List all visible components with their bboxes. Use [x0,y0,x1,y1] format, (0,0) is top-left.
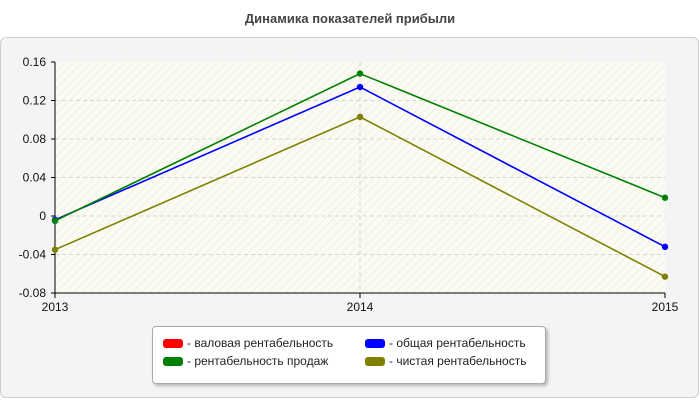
series-point-1-1 [356,83,364,91]
legend-item-sales[interactable]: - рентабельность продаж [163,354,328,368]
chart-title: Динамика показателей прибыли [244,11,456,26]
legend-item-total[interactable]: - общая рентабельность [365,336,526,350]
legend-item-net[interactable]: - чистая рентабельность [365,354,526,368]
y-tick-label: 0.04 [23,171,47,185]
series-point-2-2 [661,194,669,201]
legend-item-gross[interactable]: - валовая рентабельность [163,336,333,350]
legend-label-total: - общая рентабельность [389,336,526,350]
y-tick-label: -0.08 [19,286,47,300]
legend-label-sales: - рентабельность продаж [187,354,329,368]
series-lines [51,70,669,280]
legend-swatch-net [365,356,385,366]
x-tick-label: 2014 [347,300,374,314]
y-tick-label: 0.16 [23,55,47,69]
legend-label-net: - чистая рентабельность [389,354,527,368]
y-tick-labels: 0.16 0.12 0.08 0.04 0 -0.04 -0.08 [19,55,47,300]
legend-label-gross: - валовая рентабельность [187,336,334,350]
grid-lines [55,62,665,293]
x-tick-label: 2015 [652,300,679,314]
legend-swatch-total [365,338,385,348]
x-tick-labels: 2013 2014 2015 [42,300,679,314]
series-point-3-2 [661,273,669,280]
series-point-2-1 [356,70,364,77]
axes [51,61,666,298]
series-point-1-2 [661,243,669,250]
series-point-2-0 [51,217,59,225]
y-tick-label: 0.12 [23,94,47,108]
x-tick-label: 2013 [42,300,69,314]
y-tick-label: 0.08 [23,132,47,146]
y-tick-label: 0 [39,209,46,223]
series-point-3-1 [356,113,364,121]
y-tick-label: -0.04 [19,248,47,262]
legend: - валовая рентабельность - общая рентабе… [152,326,546,384]
series-point-3-0 [51,246,59,253]
legend-swatch-sales [163,356,183,366]
legend-swatch-gross [163,338,183,348]
